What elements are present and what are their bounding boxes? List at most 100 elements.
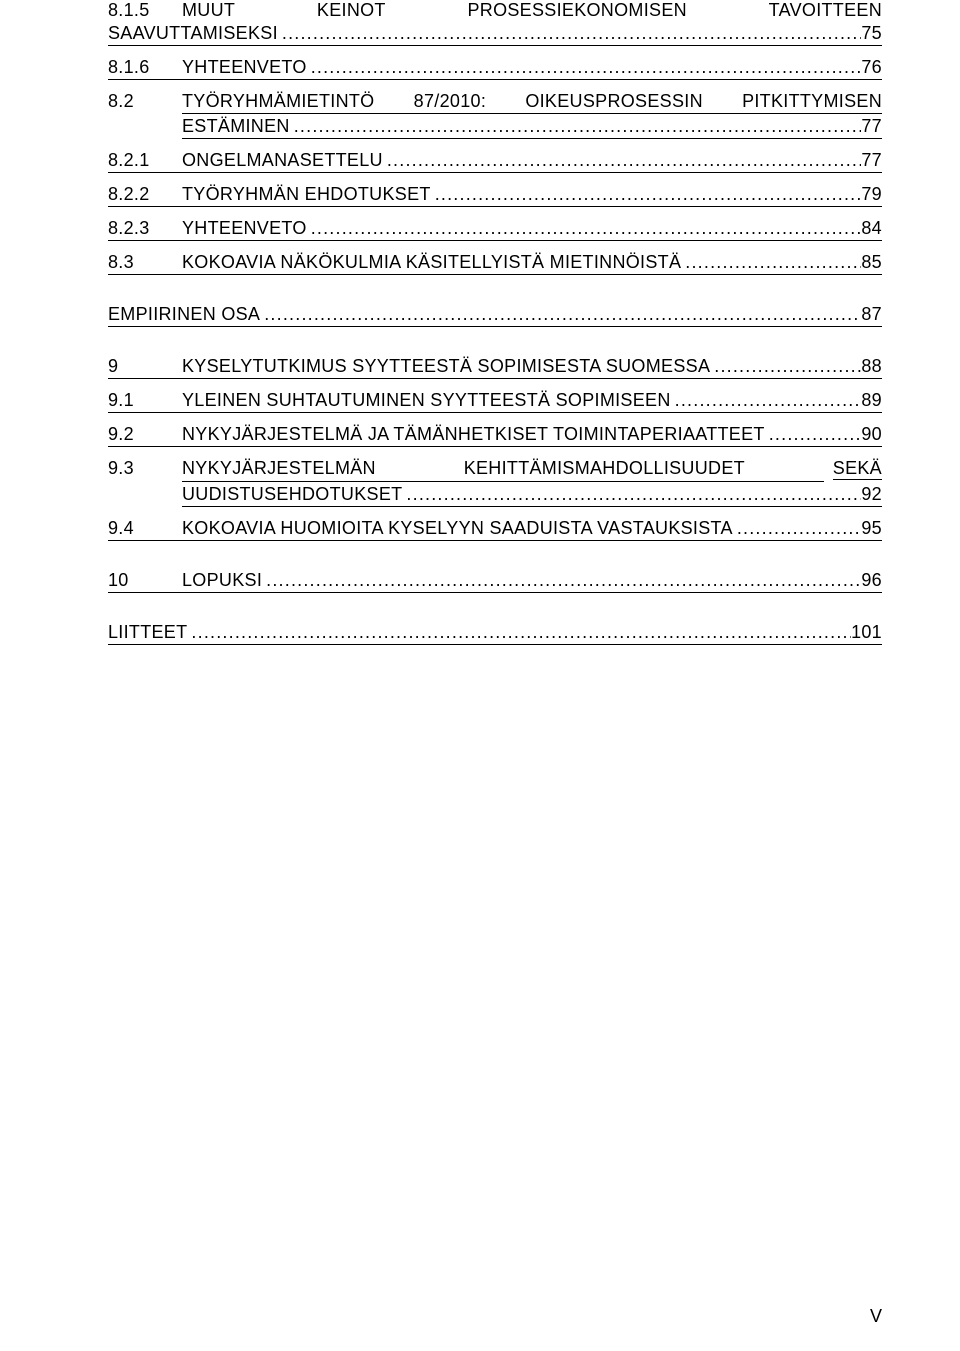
toc-page-number: 77 — [861, 150, 882, 171]
toc-list: 8.1.5MUUT KEINOT PROSESSIEKONOMISEN TAVOITT… — [108, 0, 882, 645]
toc-underline — [182, 481, 824, 482]
toc-underline — [108, 274, 882, 275]
toc-entry-word: MUUT — [182, 0, 235, 21]
toc-leader-dots: ........................................… — [278, 23, 862, 44]
toc-underline — [108, 378, 882, 379]
toc-page-number: 101 — [851, 622, 882, 643]
toc-block: 9.1YLEINEN SUHTAUTUMINEN SYYTTEESTÄ SOPI… — [108, 390, 882, 413]
toc-page-number: 76 — [861, 57, 882, 78]
toc-label: 8.2.2TYÖRYHMÄN EHDOTUKSET — [108, 184, 431, 205]
toc-label: 9.2NYKYJÄRJESTELMÄ JA TÄMÄNHETKISET TOIM… — [108, 424, 765, 445]
toc-label: 9.4KOKOAVIA HUOMIOITA KYSELYYN SAADUISTA… — [108, 518, 733, 539]
toc-page-number: 90 — [861, 424, 882, 445]
toc-entry: 9KYSELYTUTKIMUS SYYTTEESTÄ SOPIMISESTA S… — [108, 356, 882, 377]
toc-entry: 8.1.6YHTEENVETO.........................… — [108, 57, 882, 78]
toc-block: 8.1.5MUUT KEINOT PROSESSIEKONOMISEN TAVOITT… — [108, 0, 882, 46]
toc-block: LIITTEET................................… — [108, 622, 882, 645]
toc-entry-word: TAVOITTEEN — [769, 0, 882, 21]
toc-page-number: 88 — [861, 356, 882, 377]
toc-page-number: 95 — [861, 518, 882, 539]
toc-block: 9.2NYKYJÄRJESTELMÄ JA TÄMÄNHETKISET TOIM… — [108, 424, 882, 447]
toc-label: SAAVUTTAMISEKSI — [108, 23, 278, 44]
toc-underline — [108, 326, 882, 327]
toc-entry-number: 9 — [108, 356, 182, 377]
toc-entry-number: 8.3 — [108, 252, 182, 273]
toc-entry-word: KEHITTÄMISMAHDOLLISUUDET — [464, 458, 745, 480]
toc-entry-word: KEINOT — [317, 0, 386, 21]
toc-entry-word: TYÖRYHMÄMIETINTÖ — [182, 91, 374, 112]
toc-entry-firstline: 8.2TYÖRYHMÄMIETINTÖ 87/2010: OIKEUSPROSESS… — [108, 91, 882, 112]
toc-leader-dots: ........................................… — [681, 252, 861, 273]
toc-page-number: 96 — [861, 570, 882, 591]
toc-entry: 8.2.2TYÖRYHMÄN EHDOTUKSET...............… — [108, 184, 882, 205]
toc-entry-word: PROSESSIEKONOMISEN — [467, 0, 686, 21]
toc-block: 8.1.6YHTEENVETO.........................… — [108, 57, 882, 80]
toc-entry-number: 8.1.5 — [108, 0, 182, 21]
toc-entry: 10LOPUKSI...............................… — [108, 570, 882, 591]
toc-page: 8.1.5MUUT KEINOT PROSESSIEKONOMISEN TAVOITT… — [0, 0, 960, 1351]
toc-underline — [108, 592, 882, 593]
toc-entry-number: 9.4 — [108, 518, 182, 539]
toc-entry: 9.1YLEINEN SUHTAUTUMINEN SYYTTEESTÄ SOPI… — [108, 390, 882, 411]
toc-underline — [182, 506, 882, 507]
toc-entry: LIITTEET................................… — [108, 622, 882, 643]
toc-label: ESTÄMINEN — [182, 116, 290, 137]
toc-underline — [108, 540, 882, 541]
toc-entry-number: 8.2.1 — [108, 150, 182, 171]
toc-leader-dots: ........................................… — [383, 150, 862, 171]
page-number-footer: V — [870, 1306, 882, 1327]
toc-label: 9KYSELYTUTKIMUS SYYTTEESTÄ SOPIMISESTA S… — [108, 356, 710, 377]
toc-label: LIITTEET — [108, 622, 187, 643]
toc-leader-dots: ........................................… — [187, 622, 851, 643]
toc-entry-firstline: 8.1.5MUUT KEINOT PROSESSIEKONOMISEN TAVOITT… — [108, 0, 882, 21]
toc-leader-dots: ........................................… — [290, 116, 862, 137]
toc-leader-dots: ........................................… — [671, 390, 862, 411]
toc-page-number: 84 — [861, 218, 882, 239]
toc-underline — [108, 45, 882, 46]
toc-entry-word: PITKITTYMISEN — [742, 91, 882, 112]
toc-page-number: 77 — [861, 116, 882, 137]
toc-entry: 8.2.1ONGELMANASETTELU...................… — [108, 150, 882, 171]
toc-page-number: 92 — [861, 484, 882, 505]
toc-entry-word: NYKYJÄRJESTELMÄN — [182, 458, 376, 480]
toc-underline — [108, 644, 882, 645]
toc-entry-number: 9.2 — [108, 424, 182, 445]
toc-block: 9.4KOKOAVIA HUOMIOITA KYSELYYN SAADUISTA… — [108, 518, 882, 541]
toc-entry: 9.2NYKYJÄRJESTELMÄ JA TÄMÄNHETKISET TOIM… — [108, 424, 882, 445]
toc-entry: 9.4KOKOAVIA HUOMIOITA KYSELYYN SAADUISTA… — [108, 518, 882, 539]
toc-label: 8.2.1ONGELMANASETTELU — [108, 150, 383, 171]
toc-underline — [182, 138, 882, 139]
toc-underline — [182, 113, 882, 114]
toc-entry-number: 9.3 — [108, 458, 182, 480]
toc-underline — [108, 79, 882, 80]
toc-entry-word: 87/2010: — [414, 91, 486, 112]
toc-leader-dots: ........................................… — [431, 184, 862, 205]
toc-block: 8.3KOKOAVIA NÄKÖKULMIA KÄSITELLYISTÄ MIE… — [108, 252, 882, 275]
toc-leader-dots: ........................................… — [402, 484, 861, 505]
toc-page-number: 85 — [861, 252, 882, 273]
toc-entry-firstline: 9.3NYKYJÄRJESTELMÄN KEHITTÄMISMAHDOLLISUU… — [108, 458, 882, 480]
toc-entry-number: 8.2 — [108, 91, 182, 112]
toc-leader-dots: ........................................… — [307, 57, 862, 78]
toc-entry-secondline: ESTÄMINEN...............................… — [182, 116, 882, 137]
toc-page-number: 89 — [861, 390, 882, 411]
toc-underline — [108, 446, 882, 447]
toc-block: 10LOPUKSI...............................… — [108, 570, 882, 593]
toc-block: 9KYSELYTUTKIMUS SYYTTEESTÄ SOPIMISESTA S… — [108, 356, 882, 379]
toc-entry-word: OIKEUSPROSESSIN — [525, 91, 703, 112]
toc-entry: EMPIIRINEN OSA..........................… — [108, 304, 882, 325]
toc-underline — [108, 240, 882, 241]
toc-block: 9.3NYKYJÄRJESTELMÄN KEHITTÄMISMAHDOLLISUU… — [108, 458, 882, 507]
toc-page-number: 75 — [861, 23, 882, 44]
toc-entry: 8.3KOKOAVIA NÄKÖKULMIA KÄSITELLYISTÄ MIE… — [108, 252, 882, 273]
toc-leader-dots: ........................................… — [765, 424, 862, 445]
toc-leader-dots: ........................................… — [733, 518, 862, 539]
toc-page-number: 79 — [861, 184, 882, 205]
toc-label: 9.1YLEINEN SUHTAUTUMINEN SYYTTEESTÄ SOPI… — [108, 390, 671, 411]
toc-label: 8.2.3YHTEENVETO — [108, 218, 307, 239]
toc-underline — [108, 412, 882, 413]
toc-block: EMPIIRINEN OSA..........................… — [108, 304, 882, 327]
toc-block: 8.2.2TYÖRYHMÄN EHDOTUKSET...............… — [108, 184, 882, 207]
toc-leader-dots: ........................................… — [307, 218, 862, 239]
toc-label: 8.3KOKOAVIA NÄKÖKULMIA KÄSITELLYISTÄ MIE… — [108, 252, 681, 273]
